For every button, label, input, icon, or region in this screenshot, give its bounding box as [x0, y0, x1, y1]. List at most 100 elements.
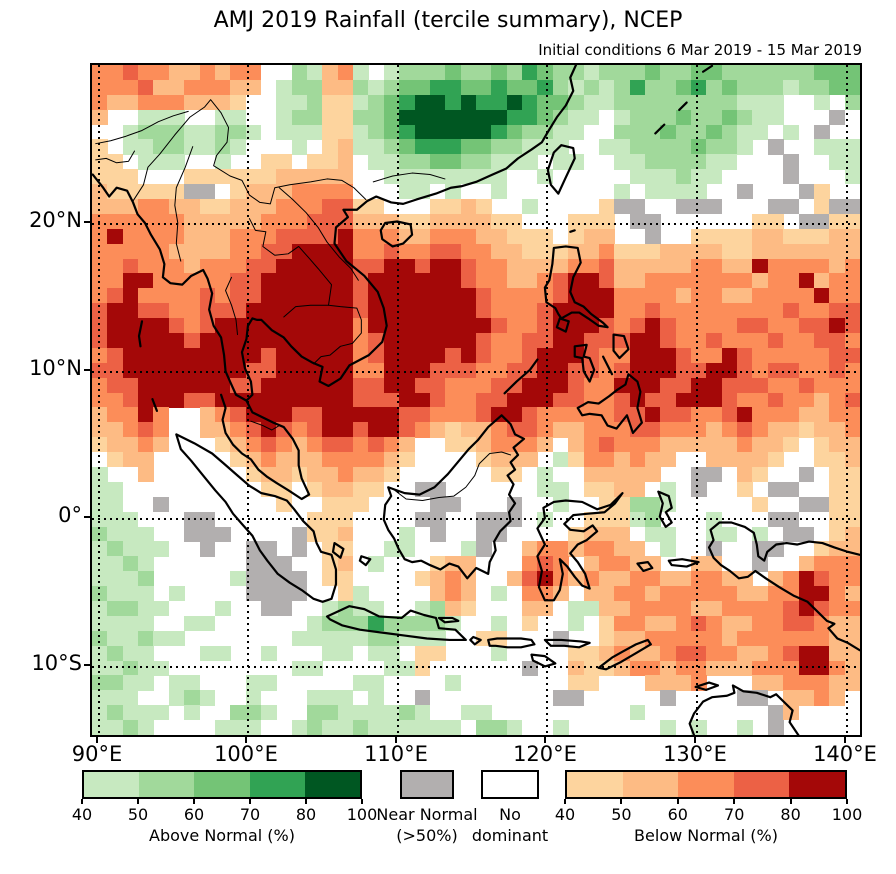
map-cell [307, 333, 323, 349]
map-cell [675, 288, 692, 304]
map-cell [276, 556, 293, 572]
map-cell [199, 79, 216, 96]
map-cell [476, 333, 492, 349]
map-cell [291, 124, 308, 140]
map-cell [122, 258, 139, 274]
map-cell [353, 392, 369, 408]
map-cell [844, 258, 861, 274]
map-cell [368, 705, 385, 721]
map-cell [260, 481, 277, 498]
map-cell [230, 333, 246, 349]
map-cell [491, 377, 508, 393]
map-cell [199, 65, 216, 81]
map-cell [276, 422, 293, 438]
map-cell [506, 377, 523, 393]
map-cell [568, 377, 584, 393]
map-cell [429, 303, 446, 319]
map-cell [844, 333, 861, 349]
map-cell [107, 526, 124, 542]
map-cell [844, 392, 861, 408]
map-cell [583, 213, 600, 230]
map-cell [445, 586, 461, 602]
map-cell [752, 288, 769, 304]
map-cell [629, 496, 646, 512]
map-cell [307, 705, 323, 721]
map-cell [122, 586, 139, 602]
map-cell [368, 94, 385, 110]
map-cell [460, 169, 477, 185]
map-cell [322, 288, 339, 304]
map-cell [276, 496, 293, 512]
map-cell [598, 213, 615, 230]
map-cell [491, 437, 508, 453]
map-cell [168, 273, 185, 289]
map-cell [629, 705, 646, 721]
map-cell [322, 541, 339, 557]
map-cell [706, 288, 723, 304]
map-cell [138, 437, 154, 453]
map-cell [522, 139, 538, 155]
map-cell [307, 377, 323, 393]
map-cell [583, 377, 600, 393]
map-cell [629, 139, 646, 155]
map-cell [260, 467, 277, 483]
map-cell [629, 660, 646, 676]
map-cell [583, 65, 600, 81]
map-cell [675, 377, 692, 393]
map-cell [583, 422, 600, 438]
map-cell [153, 437, 170, 453]
map-cell [476, 273, 492, 289]
map-cell [691, 79, 707, 96]
map-cell [107, 333, 124, 349]
map-cell [829, 79, 845, 96]
map-cell [506, 720, 523, 736]
map-cell [337, 571, 354, 587]
map-cell [798, 333, 815, 349]
map-cell [429, 213, 446, 230]
map-cell [737, 243, 753, 259]
map-cell [737, 615, 753, 632]
map-cell [752, 228, 769, 244]
colorbar-tick-label: 40 [71, 805, 93, 824]
map-cell [644, 65, 661, 81]
map-cell [230, 720, 246, 736]
map-cell [445, 228, 461, 244]
map-cell [691, 228, 707, 244]
map-cell [122, 139, 139, 155]
map-cell [706, 467, 723, 483]
map-cell [629, 407, 646, 423]
map-cell [199, 526, 216, 542]
colorbar-below-normal-label: Below Normal (%) [634, 826, 778, 845]
map-cell [506, 154, 523, 170]
map-cell [767, 705, 784, 721]
map-cell [460, 601, 477, 617]
x-axis-tick [694, 737, 696, 743]
map-cell [829, 362, 845, 378]
map-cell [675, 79, 692, 96]
map-cell [122, 124, 139, 140]
map-cell [829, 496, 845, 512]
map-cell [829, 526, 845, 542]
map-cell [138, 347, 154, 364]
map-cell [307, 79, 323, 96]
map-cell [460, 303, 477, 319]
map-cell [138, 333, 154, 349]
map-cell [168, 243, 185, 259]
map-cell [460, 288, 477, 304]
map-cell [752, 243, 769, 259]
map-cell [322, 273, 339, 289]
map-cell [629, 422, 646, 438]
map-cell [138, 288, 154, 304]
map-cell [706, 347, 723, 364]
map-cell [368, 228, 385, 244]
map-cell [107, 213, 124, 230]
map-cell [721, 660, 738, 676]
map-cell [414, 124, 431, 140]
map-cell [153, 318, 170, 334]
map-cell [752, 303, 769, 319]
map-cell [522, 318, 538, 334]
colorbar-tick [361, 799, 363, 804]
map-cell [445, 273, 461, 289]
map-cell [291, 630, 308, 646]
map-cell [368, 109, 385, 125]
